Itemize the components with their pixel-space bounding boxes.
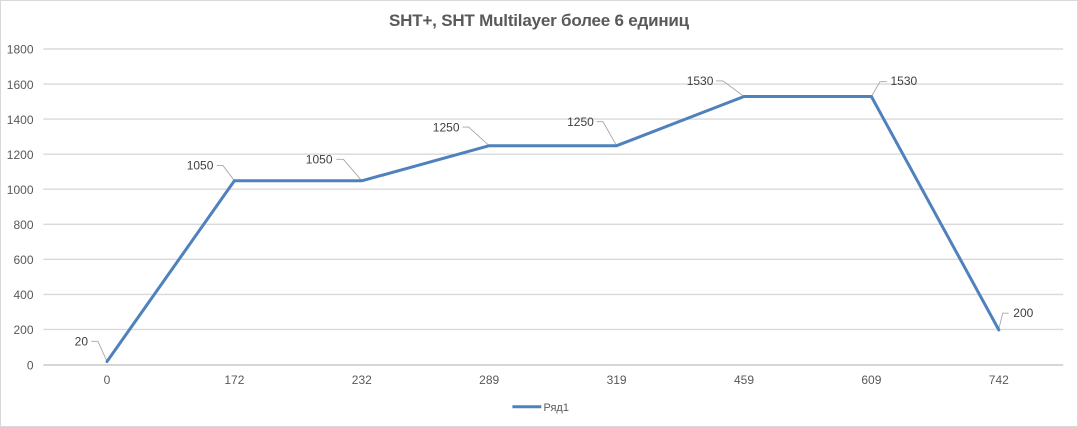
svg-text:1530: 1530	[891, 74, 918, 88]
svg-text:459: 459	[734, 373, 754, 387]
svg-text:1050: 1050	[187, 159, 214, 173]
svg-text:232: 232	[352, 373, 372, 387]
svg-text:289: 289	[479, 373, 499, 387]
svg-text:742: 742	[989, 373, 1009, 387]
svg-text:1250: 1250	[433, 121, 460, 135]
svg-text:400: 400	[13, 288, 33, 302]
svg-text:1050: 1050	[306, 153, 333, 167]
svg-text:200: 200	[13, 323, 33, 337]
svg-text:0: 0	[104, 373, 111, 387]
svg-text:1800: 1800	[7, 43, 34, 57]
svg-text:1600: 1600	[7, 78, 34, 92]
svg-text:1250: 1250	[567, 115, 594, 129]
svg-text:1000: 1000	[7, 183, 34, 197]
svg-text:1530: 1530	[687, 74, 714, 88]
svg-text:1400: 1400	[7, 113, 34, 127]
svg-text:800: 800	[13, 218, 33, 232]
svg-text:200: 200	[1013, 306, 1033, 320]
svg-text:600: 600	[13, 253, 33, 267]
svg-text:0: 0	[27, 358, 34, 372]
svg-text:609: 609	[861, 373, 881, 387]
svg-text:172: 172	[224, 373, 244, 387]
svg-text:SHT+, SHT Multilayer более 6 е: SHT+, SHT Multilayer более 6 единиц	[389, 11, 690, 30]
svg-text:1200: 1200	[7, 148, 34, 162]
svg-text:319: 319	[607, 373, 627, 387]
svg-text:Ряд1: Ряд1	[544, 402, 569, 414]
svg-text:20: 20	[75, 335, 89, 349]
